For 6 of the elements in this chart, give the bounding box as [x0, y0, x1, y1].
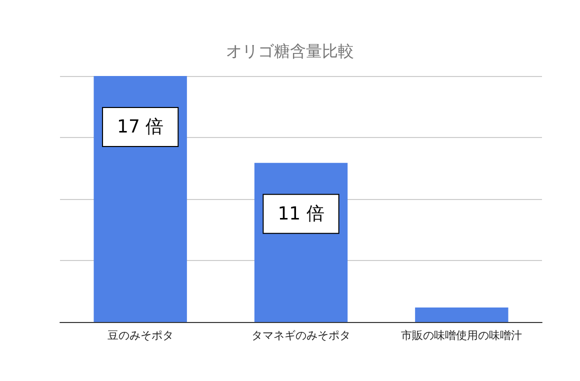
x-tick-label: 市販の味噌使用の味噌汁	[401, 329, 522, 342]
data-label: 17 倍	[117, 116, 164, 138]
x-tick-label: タマネギのみそポタ	[252, 329, 350, 342]
data-label: 11 倍	[278, 203, 324, 224]
chart-title: オリゴ糖含量比較	[226, 42, 354, 60]
x-tick-label: 豆のみそポタ	[107, 329, 174, 342]
